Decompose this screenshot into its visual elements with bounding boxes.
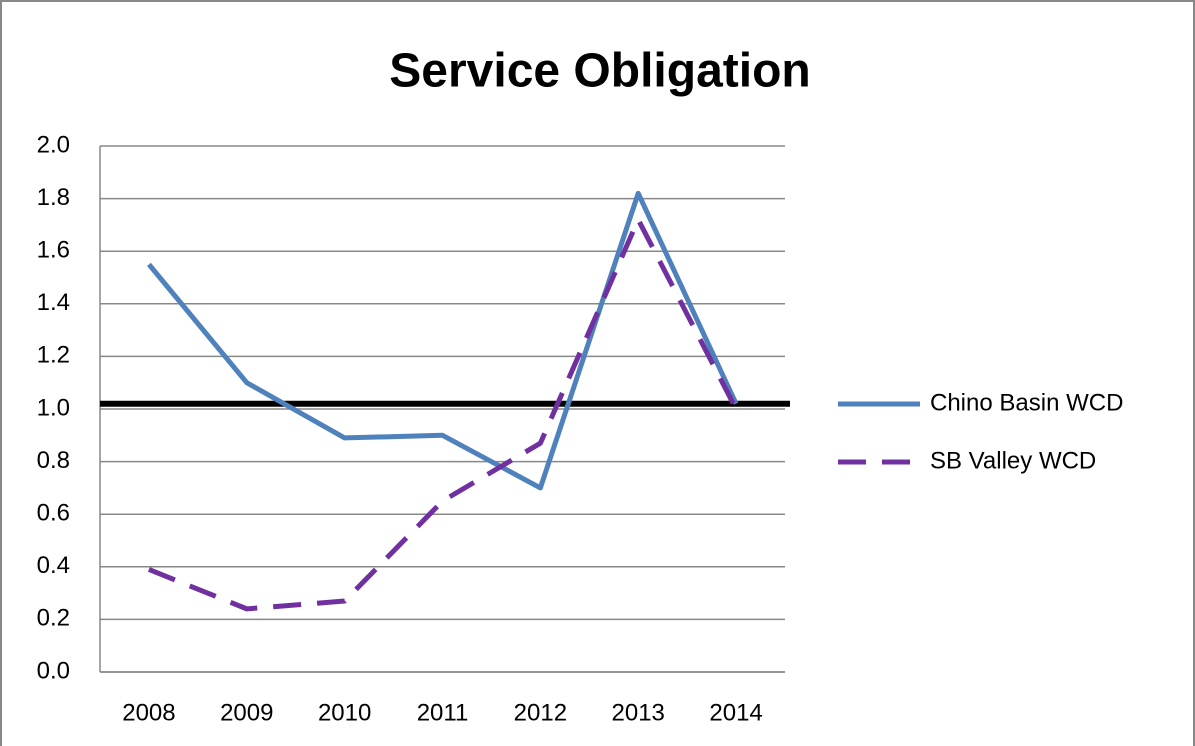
series-line	[147, 217, 739, 612]
x-tick-label: 2009	[220, 699, 273, 726]
y-tick-label: 0.0	[37, 657, 70, 684]
x-tick-label: 2008	[122, 699, 175, 726]
y-tick-label: 0.8	[37, 447, 70, 474]
y-tick-label: 0.2	[37, 605, 70, 632]
legend-label: SB Valley WCD	[930, 447, 1096, 474]
x-tick-label: 2014	[709, 699, 762, 726]
y-tick-label: 1.0	[37, 394, 70, 421]
y-tick-label: 1.6	[37, 237, 70, 264]
x-tick-label: 2013	[612, 699, 665, 726]
legend-label: Chino Basin WCD	[930, 389, 1123, 416]
x-tick-label: 2011	[417, 699, 469, 726]
y-tick-label: 1.4	[37, 289, 70, 316]
y-tick-label: 0.4	[37, 552, 70, 579]
y-tick-label: 1.8	[37, 184, 70, 211]
y-tick-label: 0.6	[37, 500, 70, 527]
chart-title: Service Obligation	[389, 45, 810, 98]
y-tick-label: 1.2	[37, 342, 70, 369]
series-line	[147, 190, 739, 491]
x-tick-label: 2010	[318, 699, 371, 726]
x-tick-label: 2012	[514, 699, 567, 726]
y-tick-label: 2.0	[37, 131, 70, 158]
